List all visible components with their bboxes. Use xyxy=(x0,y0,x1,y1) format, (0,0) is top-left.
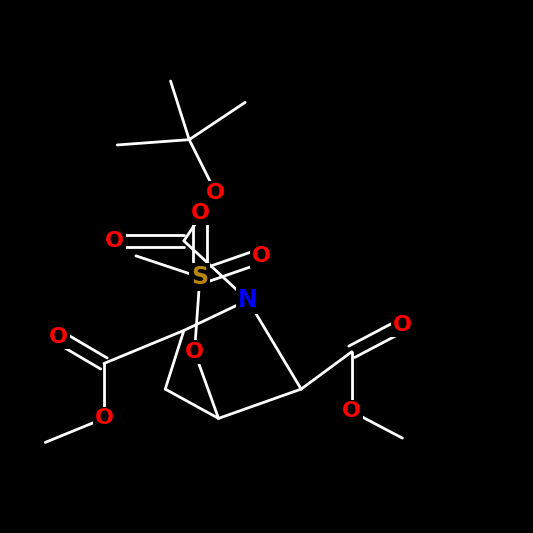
Text: O: O xyxy=(190,203,209,223)
Text: O: O xyxy=(185,342,204,362)
Text: O: O xyxy=(94,408,114,429)
Text: O: O xyxy=(393,315,412,335)
Text: O: O xyxy=(342,401,361,422)
Text: O: O xyxy=(252,246,271,266)
Text: O: O xyxy=(105,231,124,251)
Text: O: O xyxy=(49,327,68,347)
Text: S: S xyxy=(191,265,208,289)
Text: O: O xyxy=(206,183,225,203)
Text: N: N xyxy=(238,288,258,312)
